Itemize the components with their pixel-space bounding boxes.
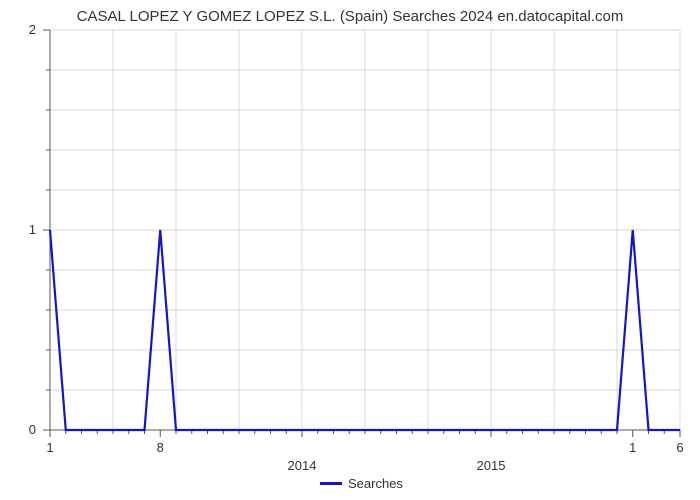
x-tick-label: 1	[46, 440, 53, 455]
plot-area	[50, 30, 680, 430]
legend-label: Searches	[348, 476, 403, 491]
chart-title: CASAL LOPEZ Y GOMEZ LOPEZ S.L. (Spain) S…	[0, 8, 700, 25]
y-tick-label: 0	[0, 422, 36, 437]
legend: Searches	[320, 476, 403, 491]
x-tick-label: 2015	[477, 458, 506, 473]
chart-container: CASAL LOPEZ Y GOMEZ LOPEZ S.L. (Spain) S…	[0, 0, 700, 500]
x-tick-label: 2014	[288, 458, 317, 473]
y-tick-label: 2	[0, 22, 36, 37]
line-chart-svg	[50, 30, 680, 430]
legend-swatch	[320, 482, 342, 485]
x-tick-label: 1	[629, 440, 636, 455]
x-tick-label: 8	[157, 440, 164, 455]
x-tick-label: 6	[676, 440, 683, 455]
y-tick-label: 1	[0, 222, 36, 237]
